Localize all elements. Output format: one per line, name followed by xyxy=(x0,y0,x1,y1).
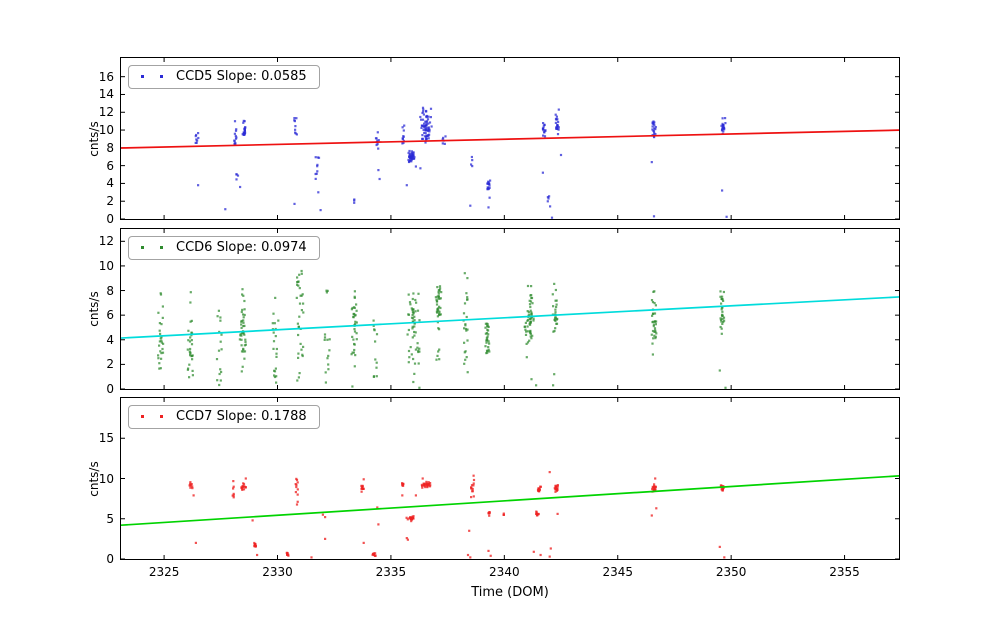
ccd5-trend-line xyxy=(121,129,899,149)
subplot-ccd5: cnts/s CCD5 Slope: 0.0585 0 2 4 6 8 10 12 14 16 xyxy=(87,57,900,225)
y-tick-label: 2 xyxy=(106,357,114,372)
ccd7-legend-marker-icon xyxy=(160,415,163,418)
legend-ccd7: CCD7 Slope: 0.1788 xyxy=(128,405,320,429)
y-tick-label: 2 xyxy=(106,194,114,209)
ccd6-legend-marker-icon xyxy=(160,246,163,249)
y-tick-label: 10 xyxy=(98,471,114,486)
y-tick-label: 4 xyxy=(106,332,114,347)
ccd6-legend-label: CCD6 Slope: 0.0974 xyxy=(176,240,307,255)
ccd5-legend-marker-icon xyxy=(160,75,163,78)
x-tick-label: 2335 xyxy=(375,565,407,579)
x-tick-label: 2340 xyxy=(489,565,520,579)
y-tick-label: 10 xyxy=(98,123,114,138)
y-tick-label: 0 xyxy=(106,212,114,226)
y-tick-label: 4 xyxy=(106,176,114,191)
ccd6-trend-line xyxy=(121,296,899,339)
y-tick-label: 16 xyxy=(98,69,114,84)
x-tick-label: 2325 xyxy=(148,565,180,579)
y-tick-label: 8 xyxy=(106,140,114,155)
y-tick-label: 6 xyxy=(106,308,114,323)
ccd6-legend-marker-icon xyxy=(141,246,144,249)
x-tick-label: 2355 xyxy=(829,565,860,579)
ccd7-legend-marker-icon xyxy=(141,415,144,418)
ccd5-legend-marker-icon xyxy=(141,75,144,78)
legend-ccd6: CCD6 Slope: 0.0974 xyxy=(128,236,320,260)
y-tick-label: 15 xyxy=(98,431,114,446)
subplot-ccd6: cnts/s CCD6 Slope: 0.0974 0 2 4 6 8 10 12 xyxy=(87,228,900,395)
y-tick-label: 10 xyxy=(98,258,114,273)
x-tick-label: 2345 xyxy=(602,565,633,579)
ccd5-plot-area xyxy=(121,58,899,219)
y-tick-label: 12 xyxy=(98,105,114,120)
y-tick-label: 14 xyxy=(98,87,114,102)
ccd6-scatter-points xyxy=(157,269,727,389)
ccd7-legend-label: CCD7 Slope: 0.1788 xyxy=(176,409,307,424)
x-axis-label: Time (DOM) xyxy=(471,585,549,600)
ccd5-legend-label: CCD5 Slope: 0.0585 xyxy=(176,69,307,84)
y-tick-label: 12 xyxy=(98,234,114,249)
y-tick-label: 5 xyxy=(106,511,114,526)
x-tick-label: 2350 xyxy=(715,565,747,579)
y-tick-label: 8 xyxy=(106,283,114,298)
ccd7-trend-line xyxy=(121,474,899,527)
y-tick-label: 0 xyxy=(106,552,114,566)
x-tick-label: 2330 xyxy=(262,565,293,579)
ccd7-plot-area xyxy=(121,398,899,559)
ccd5-scatter-points xyxy=(194,106,728,219)
ccd7-scatter-points xyxy=(188,471,726,559)
y-tick-label: 6 xyxy=(106,158,114,173)
legend-ccd5: CCD5 Slope: 0.0585 xyxy=(128,65,320,89)
y-tick-label: 0 xyxy=(106,382,114,396)
ccd6-plot-area xyxy=(121,229,899,389)
